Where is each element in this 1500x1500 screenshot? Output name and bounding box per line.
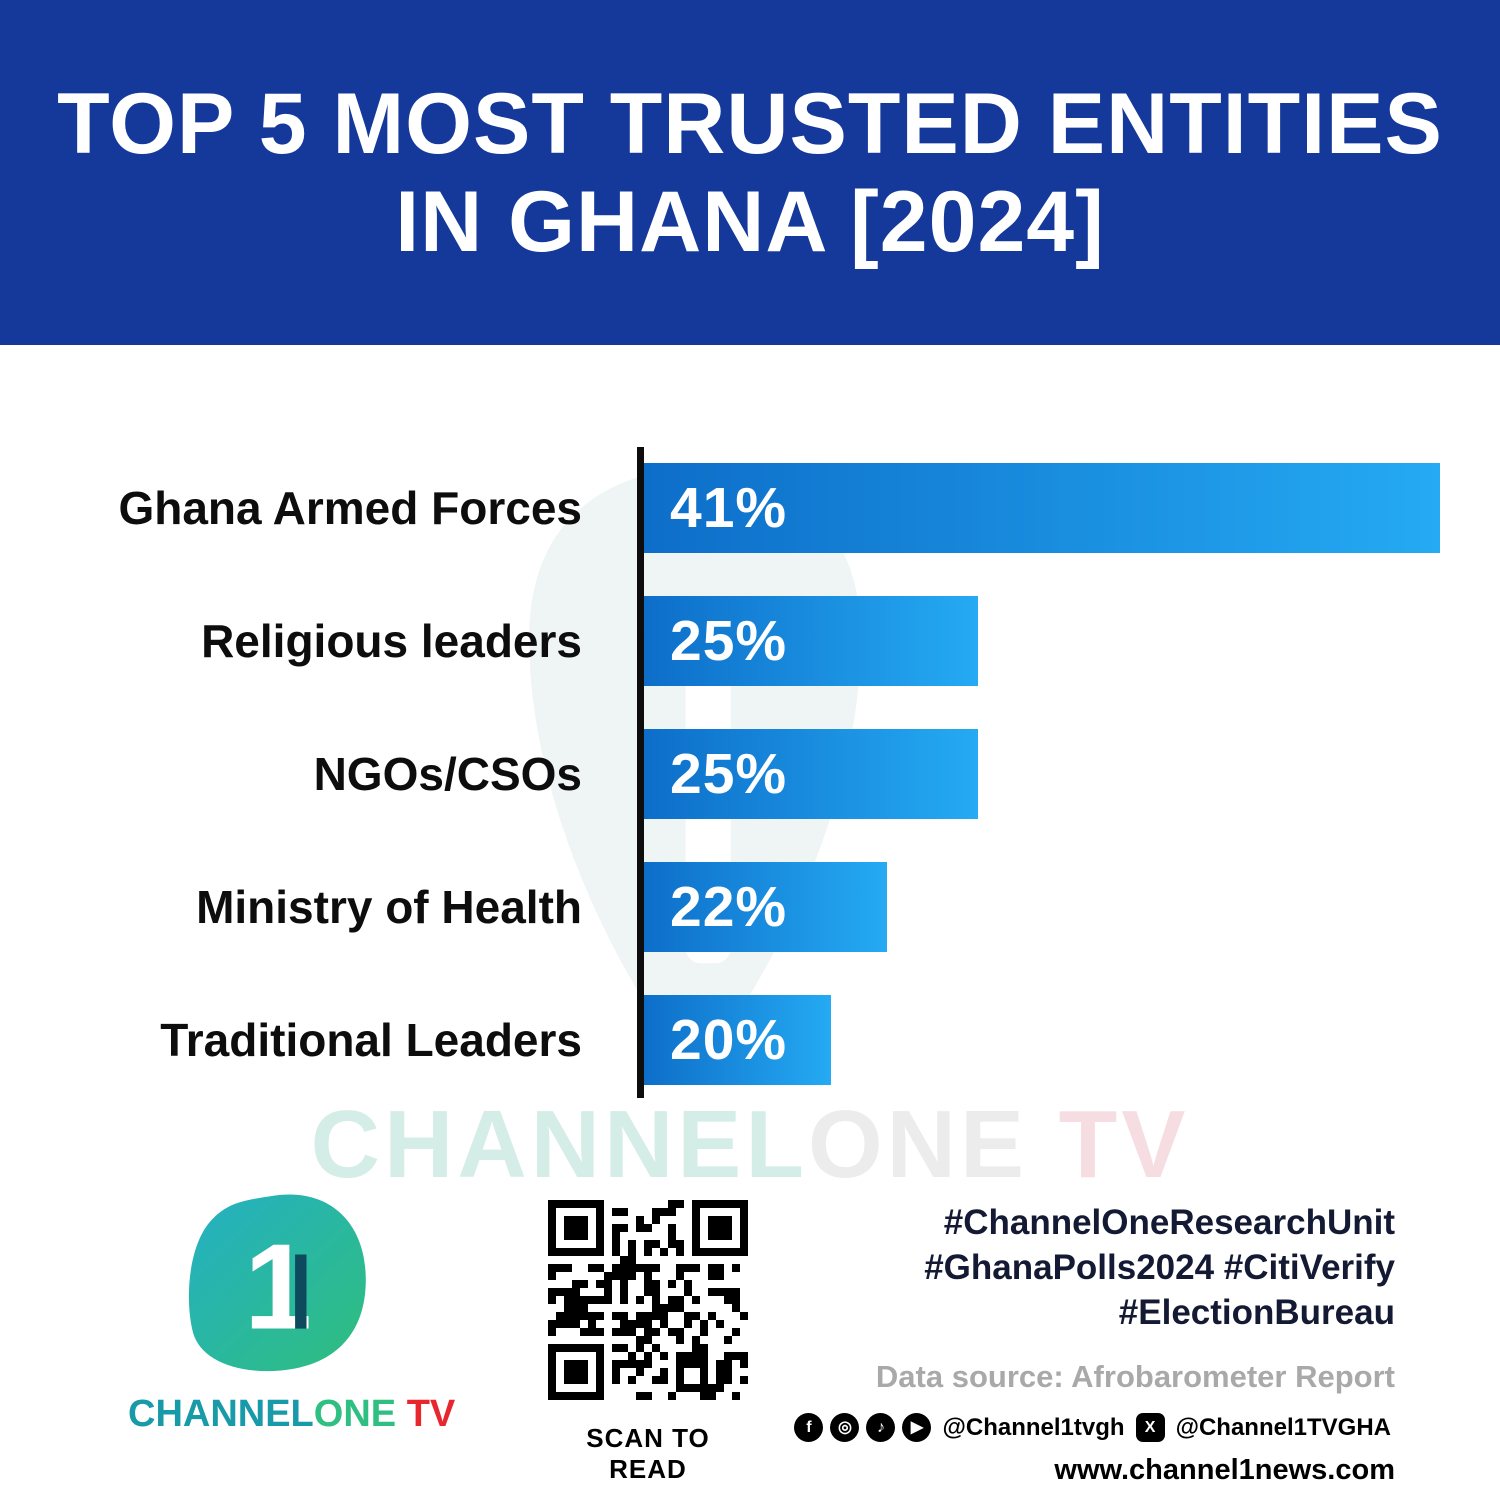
page-title-line1: TOP 5 MOST TRUSTED ENTITIES [57, 75, 1443, 172]
logo-wordmark-part1: CHANNEL [128, 1393, 314, 1435]
bar-value-label: 41% [670, 476, 788, 540]
channel-one-logo-icon: 1 [188, 1194, 366, 1372]
bar-row: Religious leaders 25% [30, 596, 1440, 686]
bar-fill: 20% [644, 995, 832, 1085]
logo-wordmark: CHANNELONE TV [128, 1393, 455, 1436]
youtube-icon: ▶ [902, 1413, 932, 1442]
qr-caption: SCAN TO READ [586, 1423, 710, 1484]
brand-watermark-part2: ONE [807, 1091, 1028, 1198]
bar-value-label: 22% [670, 875, 788, 939]
bar-value-label: 25% [670, 742, 788, 806]
social-handle-2: @Channel1TVGHA [1175, 1413, 1391, 1441]
bar-row: Traditional Leaders 20% [30, 995, 1440, 1085]
bar-fill: 25% [644, 596, 979, 686]
bar-category-label: Religious leaders [201, 615, 582, 667]
bar-track: 41% [644, 463, 1440, 553]
website-url: www.channel1news.com [1054, 1454, 1395, 1486]
bar-fill: 22% [644, 862, 887, 952]
hashtags-line-2: #GhanaPolls2024 #CitiVerify [924, 1248, 1395, 1287]
brand-watermark-part3: TV [1028, 1091, 1190, 1198]
hashtags-line-3: #ElectionBureau [1118, 1293, 1395, 1332]
bar-value-label: 25% [670, 609, 788, 673]
bar-row: Ministry of Health 22% [30, 862, 1440, 952]
social-row: f ◎ ♪ ▶ @Channel1tvgh X @Channel1TVGHA [794, 1413, 1395, 1442]
data-source-text: Data source: Afrobarometer Report [875, 1359, 1395, 1394]
bar-track: 22% [644, 862, 1440, 952]
bar-row: Ghana Armed Forces 41% [30, 463, 1440, 553]
chart-axis-line [637, 447, 644, 1098]
bar-fill: 41% [644, 463, 1440, 553]
instagram-icon: ◎ [830, 1413, 860, 1442]
bar-value-label: 20% [670, 1008, 788, 1072]
bar-track: 20% [644, 995, 1440, 1085]
qr-block: SCAN TO READ [548, 1200, 748, 1485]
hashtags-line-1: #ChannelOneResearchUnit [943, 1203, 1395, 1242]
channel-one-logo-block: 1 CHANNELONE TV [128, 1188, 455, 1436]
bar-category-label: NGOs/CSOs [313, 748, 582, 800]
bar-track: 25% [644, 596, 1440, 686]
brand-watermark: CHANNELONE TV [0, 1090, 1500, 1200]
facebook-icon: f [794, 1413, 824, 1442]
bar-track: 25% [644, 729, 1440, 819]
logo-wordmark-part3: TV [396, 1393, 456, 1435]
bar-row: NGOs/CSOs 25% [30, 729, 1440, 819]
bar-category-label: Ministry of Health [196, 881, 582, 933]
footer-info-block: #ChannelOneResearchUnit #GhanaPolls2024 … [794, 1200, 1395, 1487]
qr-code [548, 1200, 748, 1400]
brand-watermark-part1: CHANNEL [310, 1091, 808, 1198]
bar-category-label: Traditional Leaders [160, 1014, 582, 1066]
logo-wordmark-part2: ONE [313, 1393, 397, 1435]
x-icon: X [1135, 1413, 1165, 1442]
social-handle-1: @Channel1tvgh [942, 1413, 1125, 1441]
header-banner: TOP 5 MOST TRUSTED ENTITIES IN GHANA [20… [0, 0, 1500, 345]
bar-category-label: Ghana Armed Forces [118, 482, 582, 534]
page-title-line2: IN GHANA [2024] [395, 173, 1105, 270]
bar-fill: 25% [644, 729, 979, 819]
tiktok-icon: ♪ [866, 1413, 896, 1442]
